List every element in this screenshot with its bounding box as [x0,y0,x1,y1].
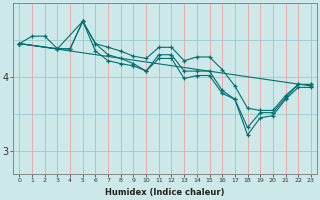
X-axis label: Humidex (Indice chaleur): Humidex (Indice chaleur) [105,188,225,197]
